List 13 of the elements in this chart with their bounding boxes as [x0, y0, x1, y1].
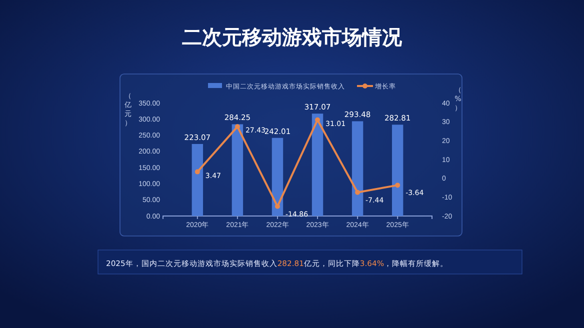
point	[355, 190, 360, 195]
bar	[352, 121, 364, 216]
chart-title: 二次元移动游戏市场情况	[182, 25, 403, 49]
point	[315, 117, 320, 122]
point	[395, 182, 400, 188]
point	[194, 169, 200, 174]
bar	[272, 138, 284, 216]
bar	[392, 124, 404, 216]
bar	[192, 144, 204, 216]
bar	[232, 124, 244, 216]
point	[274, 204, 280, 209]
point	[234, 124, 240, 130]
bar	[312, 114, 324, 216]
